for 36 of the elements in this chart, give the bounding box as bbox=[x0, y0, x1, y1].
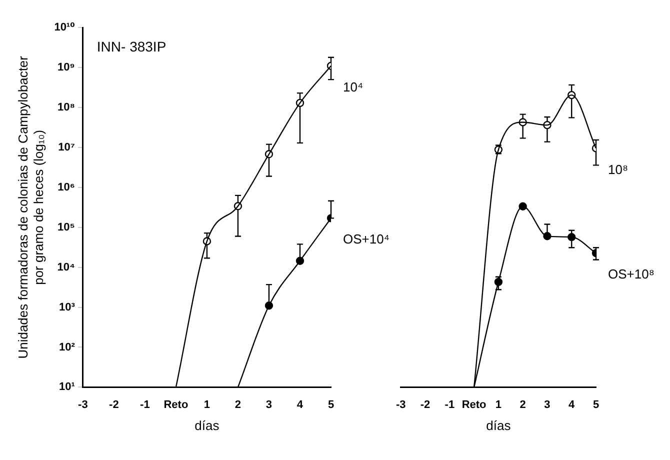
y-tick-label: 10⁴ bbox=[57, 261, 75, 274]
series-label: 10⁸ bbox=[608, 162, 628, 177]
y-tick-label: 10⁹ bbox=[57, 62, 75, 74]
series-label: OS+10⁴ bbox=[343, 232, 390, 247]
y-tick-label: 10⁶ bbox=[58, 181, 75, 194]
x-tick-label: Reto bbox=[462, 398, 487, 411]
x-tick-label: -3 bbox=[78, 398, 88, 411]
x-tick-label: 1 bbox=[204, 398, 210, 411]
x-tick-label: 5 bbox=[328, 398, 334, 411]
x-tick-label: 4 bbox=[296, 398, 304, 411]
y-tick-label: 10³ bbox=[59, 301, 76, 314]
y-tick-label: 10⁵ bbox=[58, 221, 75, 234]
x-tick-label: -1 bbox=[140, 398, 150, 411]
y-tick-label: 10⁷ bbox=[58, 142, 76, 154]
x-tick-label: 5 bbox=[592, 398, 600, 411]
x-tick-label: 3 bbox=[266, 398, 272, 411]
y-tick-label: 10¹⁰ bbox=[54, 22, 76, 34]
y-tick-label: 10⁸ bbox=[57, 102, 75, 114]
x-tick-label: -1 bbox=[444, 398, 455, 411]
x-tick-label: -3 bbox=[396, 398, 406, 411]
x-tick-label: 2 bbox=[234, 398, 242, 411]
x-tick-label: -2 bbox=[420, 398, 430, 411]
x-axis-title: días bbox=[194, 418, 220, 433]
series-label: 10⁴ bbox=[343, 79, 364, 94]
annotation: INN- 383IP bbox=[96, 38, 166, 54]
y-tick-label: 10² bbox=[59, 341, 76, 354]
x-tick-label: Reto bbox=[164, 398, 188, 411]
series-label: OS+10⁸ bbox=[608, 266, 654, 282]
x-tick-label: 1 bbox=[495, 398, 502, 411]
y-tick-label: 10¹ bbox=[59, 381, 76, 394]
x-tick-label: 2 bbox=[520, 398, 526, 411]
y-axis-title: Unidades formadoras de colonias de Campylobacter por gramo de heces (log₁₀) bbox=[15, 55, 46, 359]
x-axis-title: días bbox=[486, 418, 512, 433]
x-tick-label: -2 bbox=[109, 398, 119, 411]
x-tick-label: 4 bbox=[568, 398, 576, 411]
x-tick-label: 3 bbox=[544, 398, 550, 411]
